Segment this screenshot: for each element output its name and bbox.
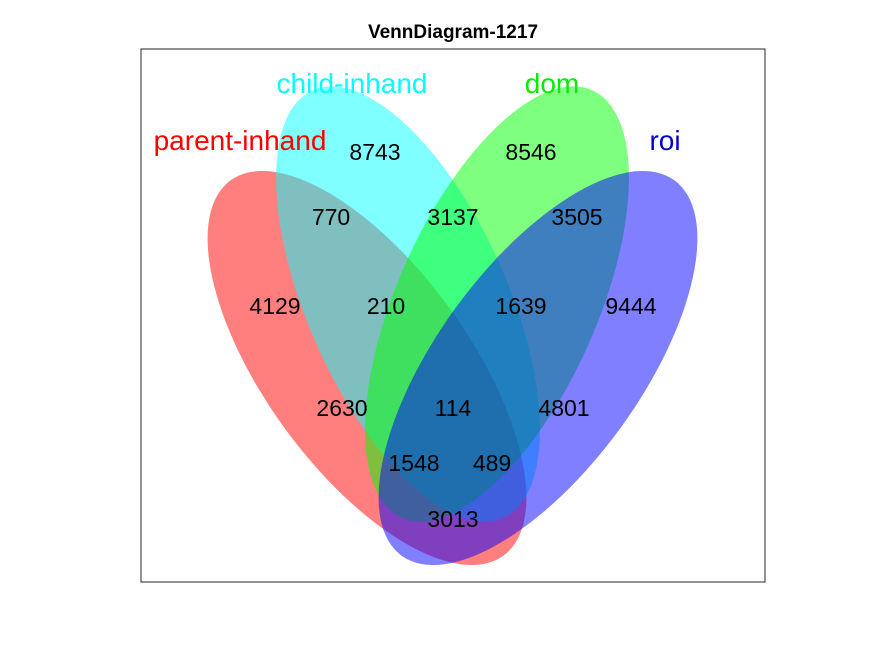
count-parent-only: 4129	[249, 293, 300, 319]
count-dom-roi: 3505	[551, 204, 602, 230]
label-dom: dom	[525, 68, 579, 99]
count-child-dom-roi: 1639	[495, 293, 546, 319]
count-parent-dom: 2630	[316, 395, 367, 421]
count-dom-only: 8546	[505, 139, 556, 165]
count-parent-child: 770	[312, 204, 350, 230]
count-parent-roi: 3013	[427, 506, 478, 532]
count-child-roi: 4801	[538, 395, 589, 421]
label-parent-inhand: parent-inhand	[154, 125, 327, 156]
count-child-only: 8743	[349, 139, 400, 165]
count-all-four: 114	[435, 395, 472, 421]
ellipse-roi	[378, 170, 698, 566]
count-roi-only: 9444	[605, 293, 656, 319]
label-child-inhand: child-inhand	[277, 68, 428, 99]
diagram-title: VennDiagram-1217	[368, 22, 538, 43]
ellipse-group	[207, 86, 698, 566]
count-child-dom: 3137	[427, 204, 478, 230]
label-roi: roi	[649, 125, 680, 156]
count-parent-child-roi: 489	[473, 450, 511, 476]
count-parent-child-dom: 210	[367, 293, 405, 319]
count-parent-dom-roi: 1548	[388, 450, 439, 476]
